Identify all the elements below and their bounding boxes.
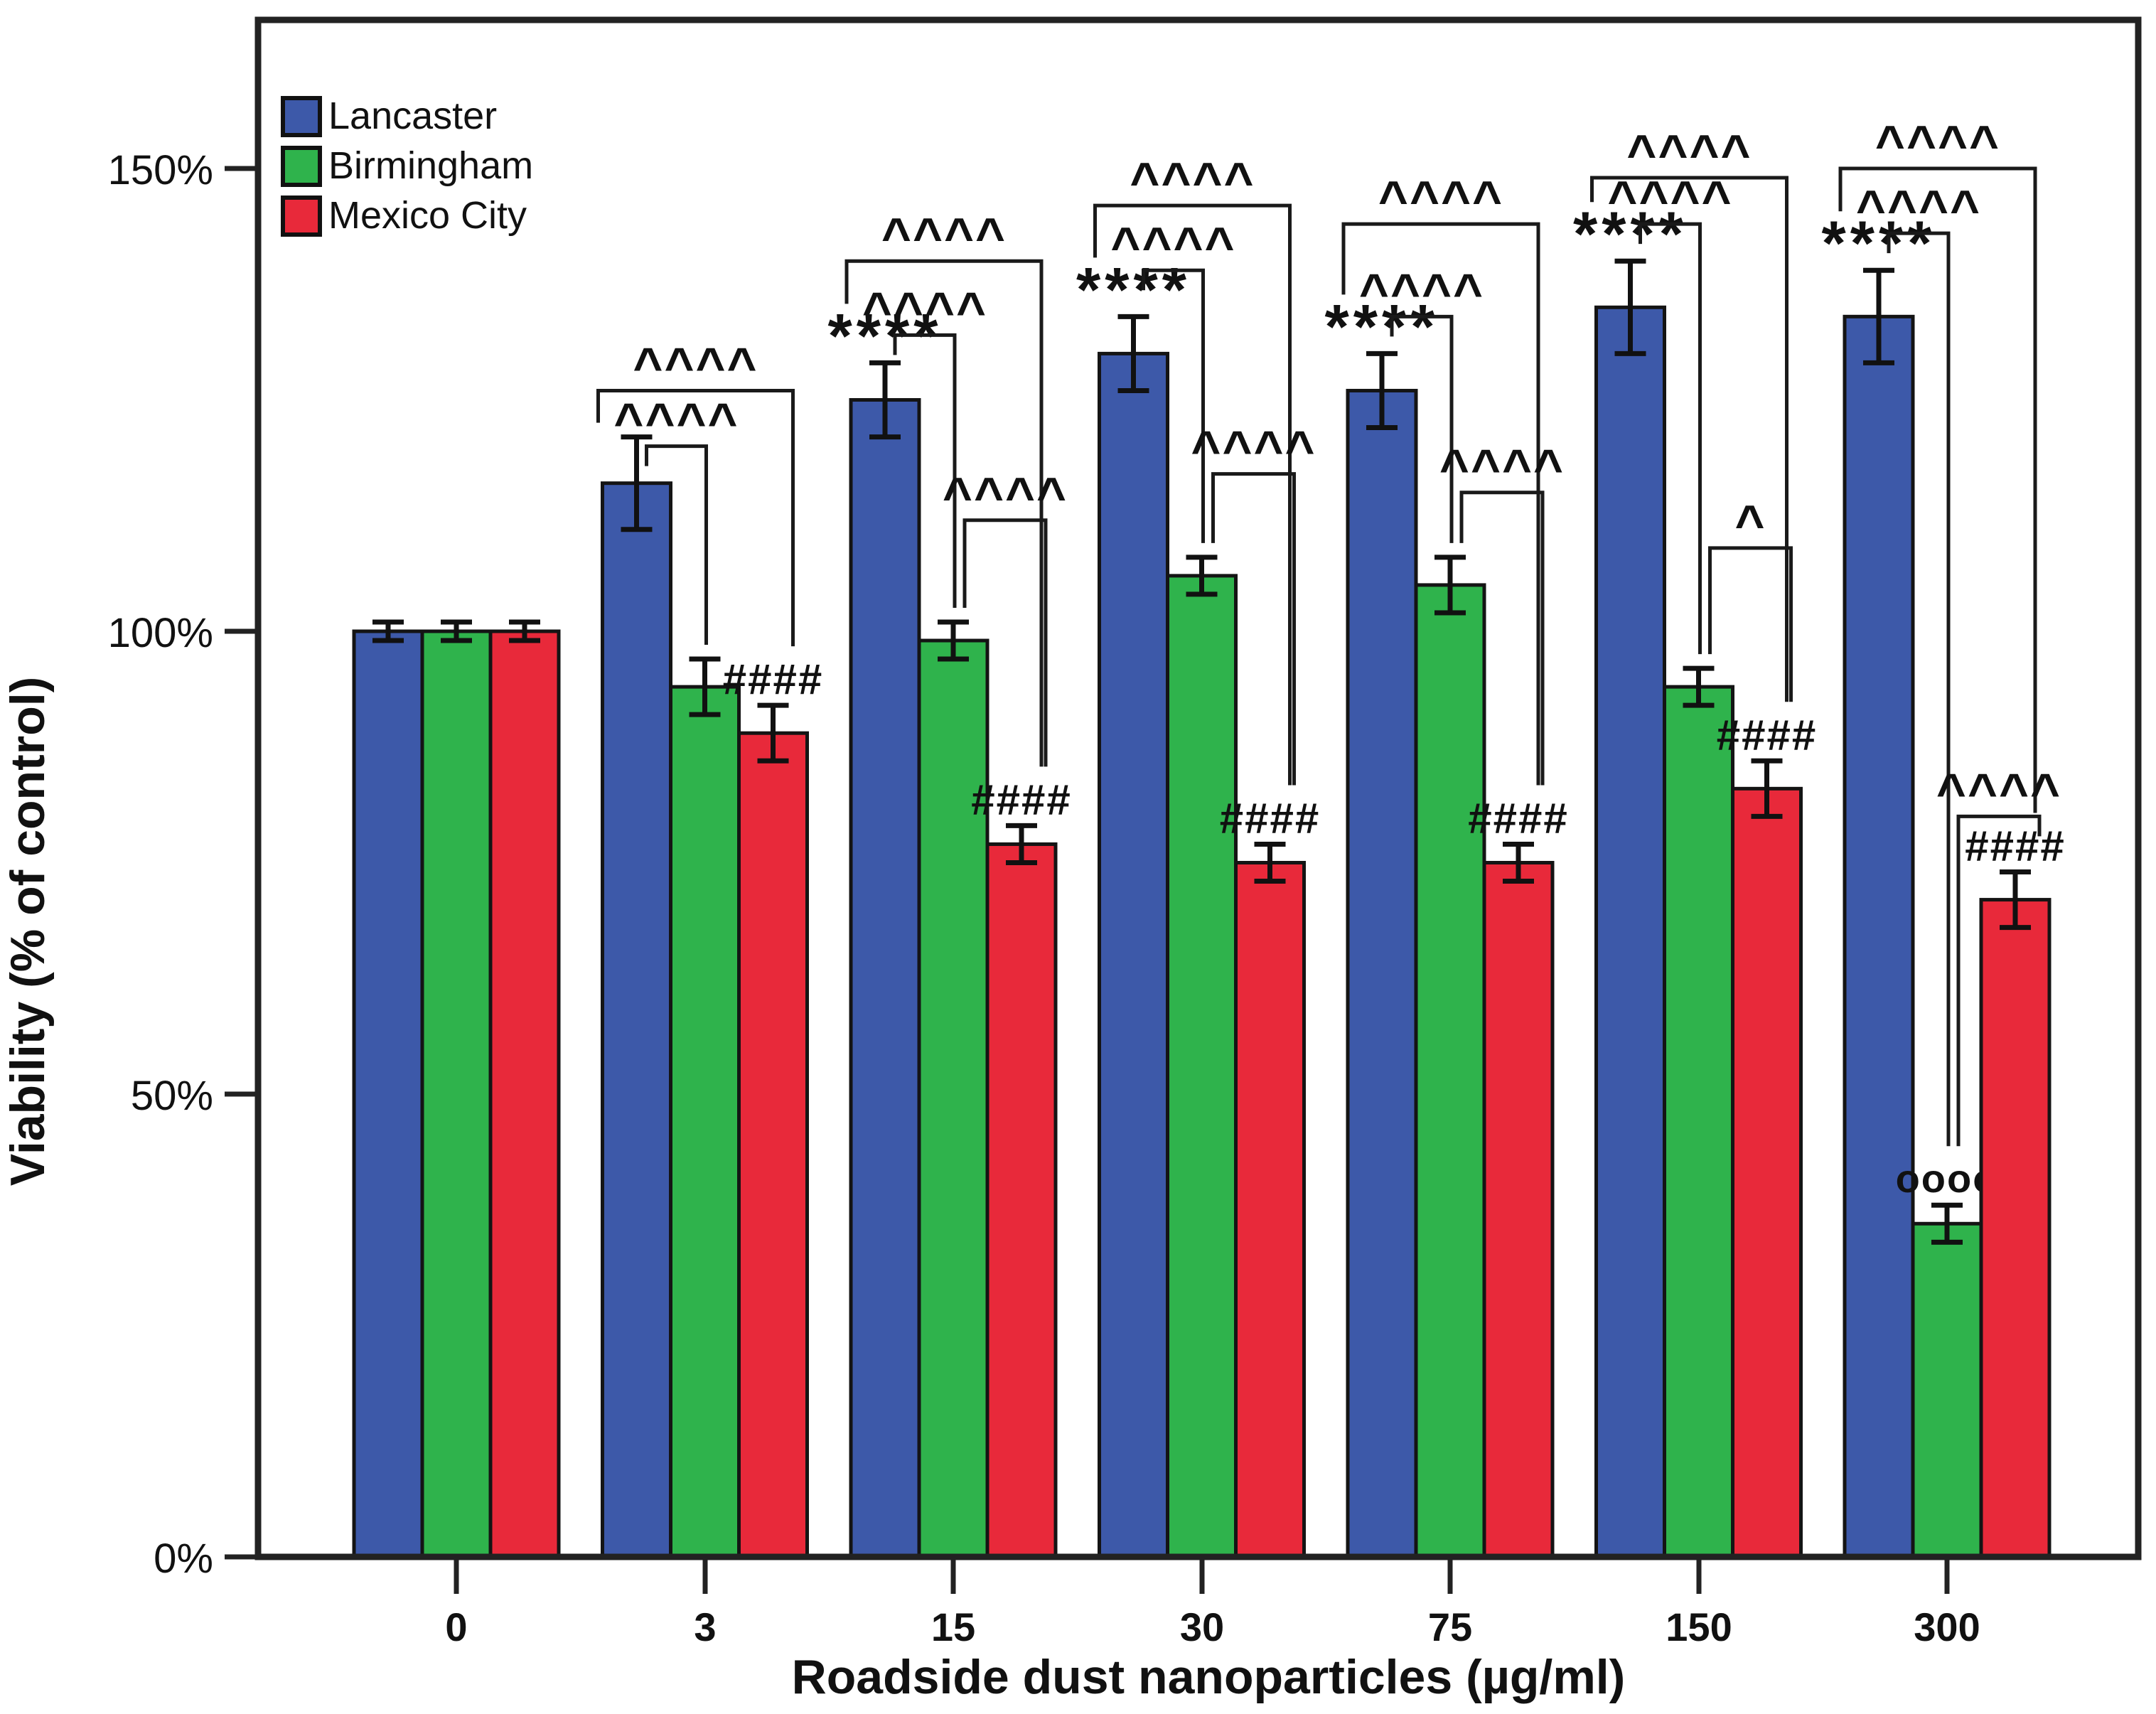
comparison-bracket-15-0-2 bbox=[844, 259, 1044, 767]
x-tick-3: 3 bbox=[694, 1605, 716, 1649]
comparison-bracket-150-0-2 bbox=[1590, 176, 1788, 702]
comparison-carets-300-0-1: ^^^^ bbox=[1856, 181, 1981, 237]
bar-mexico-city-150 bbox=[1731, 786, 1803, 1559]
comparison-bracket-300-1-2 bbox=[1956, 814, 2042, 1147]
comparison-bracket-15-1-2 bbox=[962, 518, 1048, 767]
bar-birmingham-30 bbox=[1166, 574, 1238, 1559]
significance-hashes-30: #### bbox=[1220, 794, 1320, 842]
comparison-carets-3-0-2: ^^^^ bbox=[633, 338, 758, 395]
comparison-carets-30-0-1: ^^^^ bbox=[1110, 218, 1235, 274]
comparison-bracket-30-0-2 bbox=[1093, 203, 1292, 786]
y-tick-150: 150% bbox=[108, 147, 213, 193]
significance-hashes-3: #### bbox=[723, 655, 823, 703]
bar-birmingham-75 bbox=[1414, 583, 1486, 1559]
comparison-carets-75-0-1: ^^^^ bbox=[1359, 264, 1484, 321]
comparison-carets-3-0-1: ^^^^ bbox=[613, 394, 739, 451]
significance-hashes-15: #### bbox=[971, 776, 1071, 823]
comparison-bracket-300-0-1 bbox=[1887, 231, 1951, 1147]
comparison-carets-75-0-2: ^^^^ bbox=[1378, 171, 1503, 228]
significance-stars-75: **** bbox=[1325, 291, 1439, 361]
legend-label-mexico-city: Mexico City bbox=[328, 194, 527, 237]
legend-swatch-birmingham bbox=[281, 146, 322, 187]
bar-mexico-city-15 bbox=[985, 842, 1058, 1559]
legend: Lancaster Birmingham Mexico City bbox=[281, 95, 533, 237]
x-tick-0: 0 bbox=[445, 1605, 467, 1649]
legend-label-lancaster: Lancaster bbox=[328, 95, 497, 137]
significance-hashes-75: #### bbox=[1468, 794, 1568, 842]
comparison-bracket-30-0-1 bbox=[1142, 268, 1205, 543]
legend-label-birmingham: Birmingham bbox=[328, 144, 533, 187]
comparison-bracket-75-0-1 bbox=[1390, 314, 1454, 543]
legend-item-birmingham: Birmingham bbox=[281, 144, 533, 187]
significance-hashes-150: #### bbox=[1717, 711, 1817, 759]
bar-lancaster-3 bbox=[601, 481, 672, 1559]
y-tick-0: 0% bbox=[154, 1536, 213, 1582]
bars-layer: **************** ****oooo######## #### ####… bbox=[352, 116, 2065, 1559]
bar-lancaster-75 bbox=[1346, 388, 1418, 1559]
comparison-bracket-75-1-2 bbox=[1459, 491, 1545, 786]
significance-hashes-300: #### bbox=[1965, 823, 2065, 870]
legend-swatch-mexico-city bbox=[281, 195, 322, 237]
x-tick-300: 300 bbox=[1914, 1605, 1980, 1649]
x-axis-ticks bbox=[454, 1557, 1950, 1594]
comparison-carets-15-1-2: ^^^^ bbox=[943, 468, 1068, 525]
significance-stars-150: **** bbox=[1573, 198, 1688, 269]
significance-stars-300: **** bbox=[1822, 208, 1936, 278]
bar-lancaster-15 bbox=[849, 398, 921, 1559]
comparison-bracket-3-0-2 bbox=[596, 388, 795, 647]
bar-birmingham-0 bbox=[420, 629, 493, 1559]
legend-swatch-lancaster bbox=[281, 96, 322, 137]
bar-birmingham-150 bbox=[1663, 685, 1734, 1559]
comparison-bracket-150-0-1 bbox=[1639, 222, 1702, 655]
y-axis-ticks bbox=[225, 166, 258, 1560]
comparison-carets-300-1-2: ^^^^ bbox=[1936, 764, 2061, 820]
bar-mexico-city-75 bbox=[1482, 861, 1555, 1559]
comparison-bracket-300-0-2 bbox=[1838, 166, 2037, 813]
comparison-carets-300-0-2: ^^^^ bbox=[1875, 116, 2000, 173]
x-tick-150: 150 bbox=[1666, 1605, 1732, 1649]
y-axis-title: Viability (% of control) bbox=[1, 677, 55, 1187]
x-tick-30: 30 bbox=[1180, 1605, 1224, 1649]
bar-mexico-city-300 bbox=[1979, 898, 2052, 1559]
comparison-carets-150-0-1: ^^^^ bbox=[1607, 171, 1732, 228]
bar-lancaster-30 bbox=[1098, 351, 1169, 1559]
comparison-carets-150-0-2: ^^^^ bbox=[1626, 125, 1752, 182]
bar-birmingham-300 bbox=[1911, 1221, 1983, 1559]
significance-stars-30: **** bbox=[1076, 254, 1191, 324]
bar-mexico-city-30 bbox=[1234, 861, 1306, 1559]
bar-lancaster-300 bbox=[1843, 314, 1915, 1559]
bar-lancaster-0 bbox=[352, 629, 424, 1559]
comparison-carets-30-1-2: ^^^^ bbox=[1191, 422, 1316, 478]
legend-item-lancaster: Lancaster bbox=[281, 95, 497, 137]
comparison-bracket-75-0-2 bbox=[1341, 222, 1540, 786]
comparison-carets-75-1-2: ^^^^ bbox=[1439, 440, 1565, 497]
y-tick-100: 100% bbox=[108, 610, 213, 656]
x-tick-75: 75 bbox=[1428, 1605, 1472, 1649]
comparison-bracket-15-0-1 bbox=[893, 333, 957, 608]
bar-mexico-city-0 bbox=[488, 629, 561, 1559]
bar-lancaster-150 bbox=[1594, 305, 1666, 1559]
comparison-carets-30-0-2: ^^^^ bbox=[1130, 153, 1255, 210]
comparison-carets-150-1-2: ^ bbox=[1734, 496, 1766, 552]
bar-mexico-city-3 bbox=[737, 731, 809, 1559]
legend-item-mexico-city: Mexico City bbox=[281, 194, 527, 237]
plot-frame bbox=[254, 16, 2142, 1560]
bar-birmingham-3 bbox=[669, 685, 741, 1559]
y-tick-50: 50% bbox=[131, 1073, 213, 1119]
comparison-bracket-3-0-1 bbox=[645, 444, 708, 646]
x-axis-title: Roadside dust nanoparticles (µg/ml) bbox=[792, 1650, 1626, 1704]
x-tick-15: 15 bbox=[931, 1605, 975, 1649]
comparison-carets-15-0-1: ^^^^ bbox=[862, 282, 987, 339]
comparison-carets-15-0-2: ^^^^ bbox=[881, 208, 1007, 265]
comparison-bracket-150-1-2 bbox=[1708, 546, 1793, 702]
comparison-bracket-30-1-2 bbox=[1211, 472, 1296, 786]
